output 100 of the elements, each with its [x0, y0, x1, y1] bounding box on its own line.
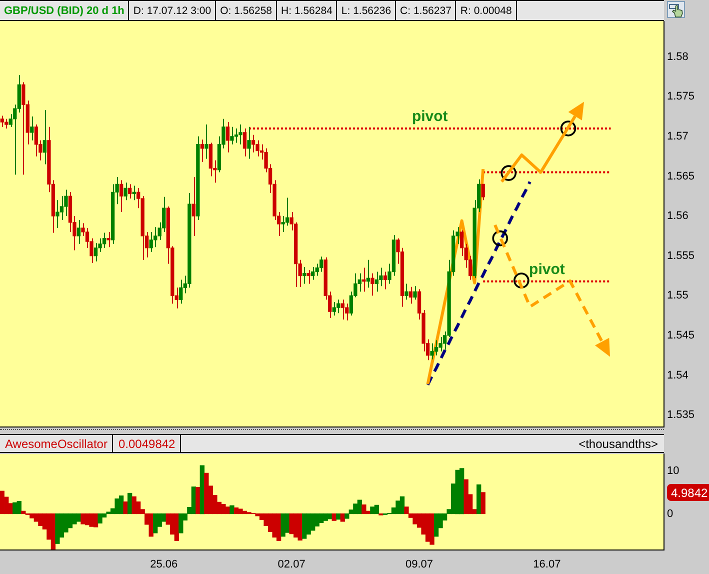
point	[514, 272, 530, 288]
x-tick-label: 09.07	[405, 558, 434, 571]
candlestick	[179, 279, 183, 304]
line-series	[426, 180, 532, 386]
bar	[21, 510, 26, 514]
bar	[12, 502, 18, 514]
y-axis-title: <thousandths>	[578, 436, 658, 450]
text: H: 1.56284	[281, 4, 332, 16]
y-tick-label: 1.535	[667, 409, 695, 422]
x-tick-label: 25.06	[150, 558, 178, 571]
candlestick	[106, 231, 110, 248]
bar	[80, 513, 86, 524]
bar	[328, 513, 332, 520]
bar	[464, 479, 468, 514]
text: 4.9842	[671, 486, 708, 500]
bar	[98, 513, 102, 524]
bar	[0, 490, 4, 514]
candlestick	[42, 110, 47, 165]
candlestick	[383, 271, 388, 290]
bar	[298, 513, 302, 541]
y-tick-label: 1.55	[667, 290, 688, 302]
bar	[430, 513, 434, 545]
candlestick	[0, 115, 4, 128]
candlestick	[94, 242, 98, 262]
bar	[310, 513, 316, 531]
y-tick-label: 1.575	[667, 90, 695, 103]
candlestick	[192, 176, 196, 236]
bar	[412, 513, 418, 524]
bar	[238, 508, 243, 514]
candlestick	[430, 342, 434, 360]
bar	[132, 496, 136, 514]
bar	[123, 501, 128, 514]
candlestick	[311, 266, 315, 280]
text: D: 17.07.12 3:00	[133, 4, 212, 16]
candlestick	[306, 270, 310, 284]
series-label: pivot	[529, 260, 565, 278]
point	[560, 120, 576, 136]
bar	[230, 505, 234, 514]
candlestick	[251, 134, 256, 153]
candlestick	[56, 200, 60, 228]
candlestick	[132, 185, 136, 201]
candlestick	[413, 286, 417, 300]
bar	[114, 498, 120, 514]
x-tick-label: 02.07	[278, 558, 306, 571]
candlestick	[320, 256, 324, 272]
bar	[476, 484, 482, 514]
candlestick	[154, 226, 158, 248]
candlestick	[30, 116, 34, 141]
bar	[480, 492, 486, 514]
candlestick	[124, 182, 128, 201]
point	[500, 165, 517, 181]
candlestick	[460, 230, 464, 256]
bar	[370, 506, 375, 514]
bar	[93, 513, 98, 528]
bar	[178, 513, 184, 534]
text: C: 1.56237	[400, 4, 452, 16]
bar	[221, 504, 226, 514]
candlestick	[200, 139, 204, 162]
candlestick	[60, 196, 64, 221]
y-tick-label: 1.565	[667, 170, 695, 182]
candlestick	[226, 122, 230, 153]
bar	[72, 513, 77, 524]
bar	[336, 513, 341, 520]
bar	[106, 512, 111, 514]
candlestick	[76, 220, 81, 244]
bar	[396, 500, 400, 514]
text: L: 1.56236	[341, 4, 392, 16]
x-tick-label: 16.07	[533, 558, 561, 571]
bar	[196, 486, 200, 514]
candlestick	[281, 216, 285, 232]
candlestick	[358, 272, 362, 292]
candlestick	[230, 126, 234, 145]
candlestick	[204, 124, 208, 160]
y-tick-label: 1.56	[667, 210, 688, 222]
bar	[204, 472, 209, 514]
bar	[362, 504, 366, 514]
candlestick	[34, 124, 38, 157]
candlestick	[340, 299, 344, 320]
candlestick	[242, 128, 247, 157]
candlestick	[238, 124, 242, 145]
bar	[38, 513, 43, 526]
bar	[404, 506, 409, 514]
bar	[455, 470, 460, 514]
y-tick-label: 1.58	[667, 50, 688, 63]
candlestick	[234, 128, 238, 144]
candlestick	[336, 299, 340, 314]
bar	[153, 513, 158, 534]
bar	[16, 501, 22, 514]
candlestick	[22, 82, 26, 176]
candlestick	[370, 272, 374, 296]
candlestick	[374, 271, 379, 292]
y-tick-label: 1.545	[667, 329, 695, 342]
chart-title: GBP/USD (BID) 20 d 1h	[4, 4, 124, 16]
series-label: pivot	[412, 108, 448, 126]
candlestick	[362, 267, 366, 292]
candlestick	[438, 336, 442, 352]
bar	[302, 513, 307, 539]
y-tick-label: 1.57	[667, 130, 688, 142]
bar	[289, 513, 294, 534]
candlestick	[64, 189, 68, 217]
